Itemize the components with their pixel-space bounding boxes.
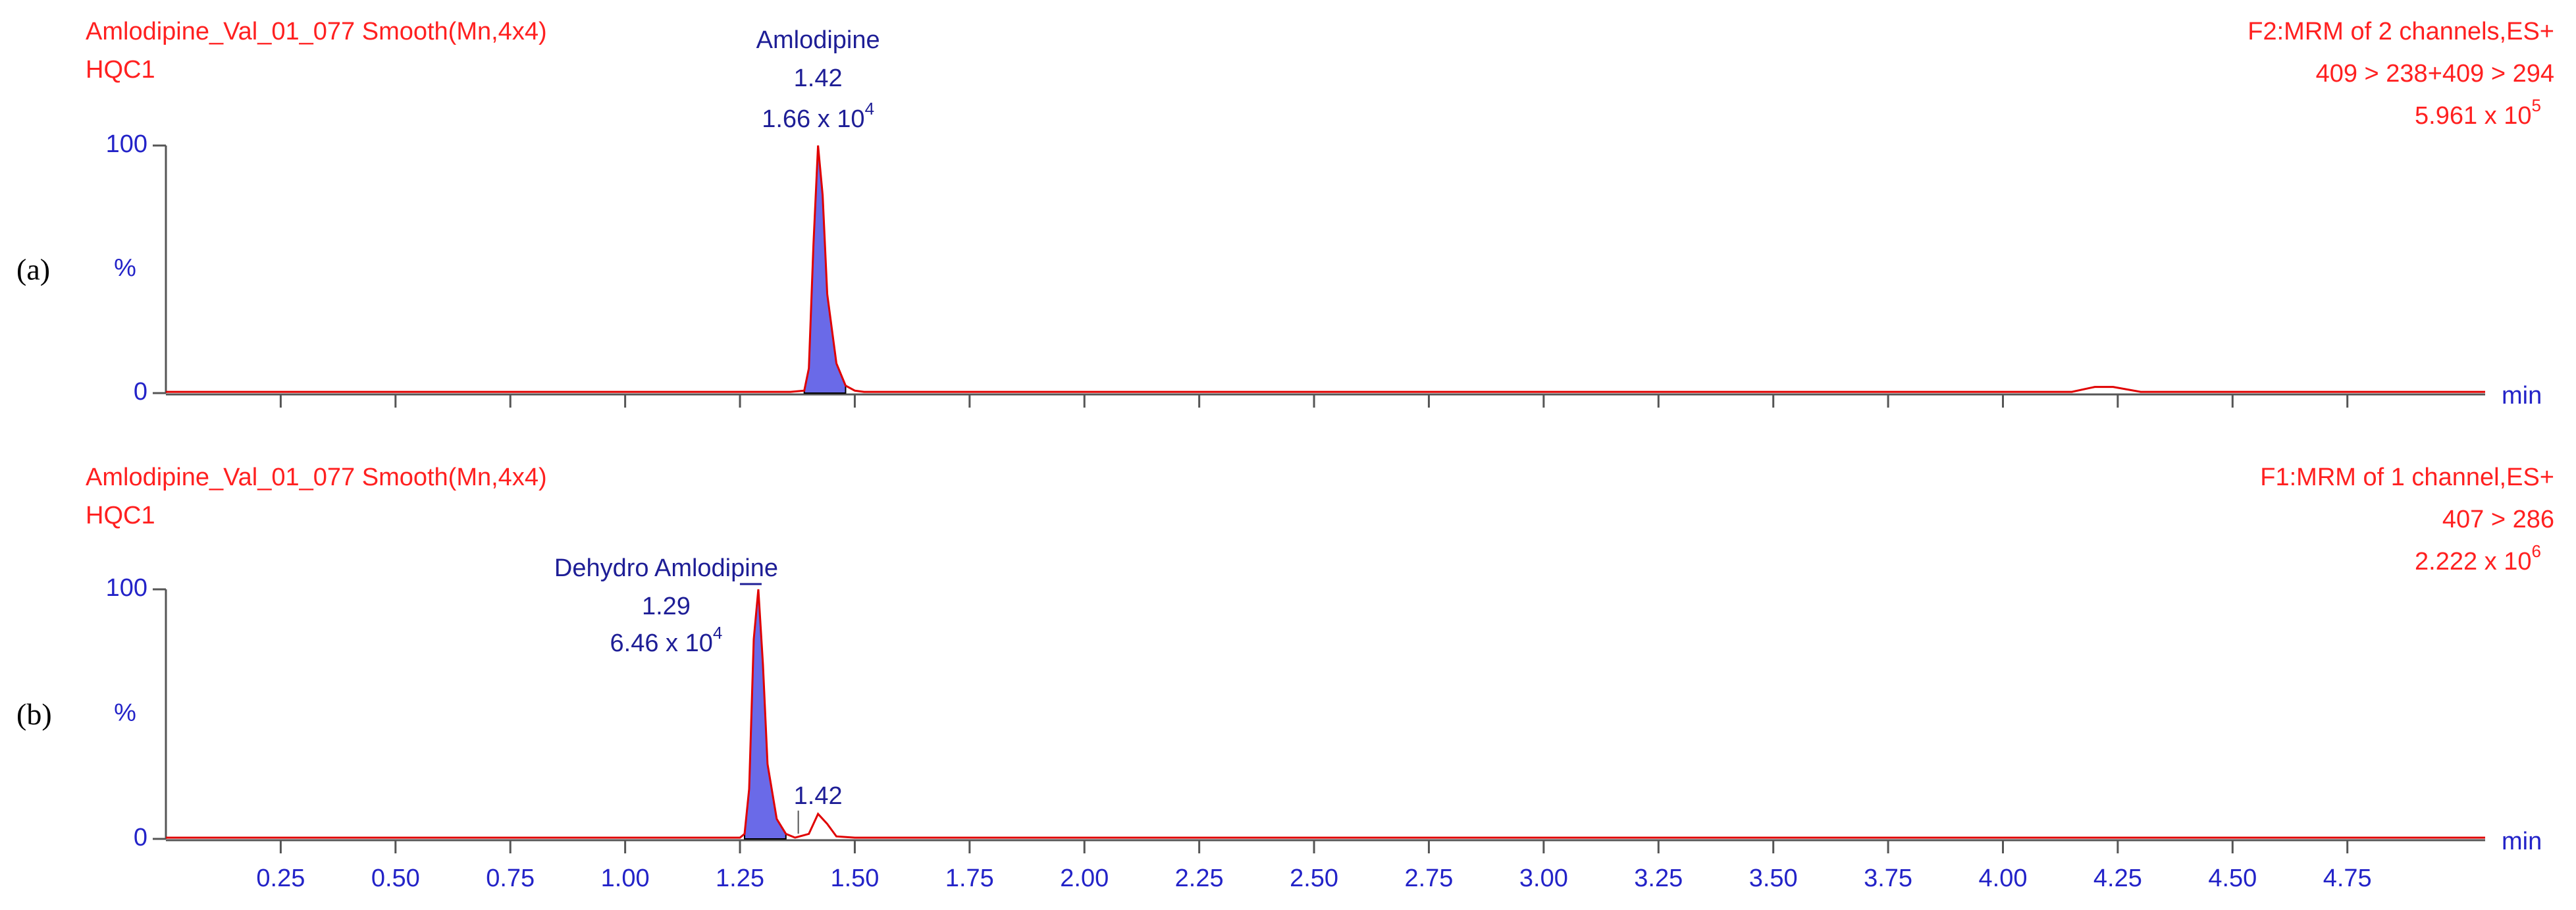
- y-tick-label: 0: [134, 824, 147, 851]
- sample-id: HQC1: [86, 56, 155, 84]
- x-tick-label: 0.75: [486, 865, 535, 892]
- intensity-exponent: 5: [2532, 95, 2541, 115]
- x-tick-label: 4.50: [2208, 865, 2257, 892]
- sample-name: Amlodipine_Val_01_077 Smooth(Mn,4x4): [86, 18, 547, 45]
- intensity-base: 5.961 x 10: [2415, 102, 2531, 130]
- x-tick-label: 2.50: [1290, 865, 1338, 892]
- intensity-base: 2.222 x 10: [2415, 548, 2531, 575]
- transition: 409 > 238+409 > 294: [2316, 60, 2554, 88]
- channel: F1:MRM of 1 channel,ES+: [2260, 464, 2554, 491]
- peak-area: 1.66 x 104: [762, 99, 874, 133]
- x-tick-label: 3.75: [1864, 865, 1912, 892]
- x-axis-label: min: [2502, 828, 2542, 855]
- x-tick-label: 3.25: [1634, 865, 1683, 892]
- peak-area-exponent: 4: [713, 623, 722, 643]
- x-tick-label: 3.00: [1519, 865, 1568, 892]
- transition: 407 > 286: [2442, 506, 2554, 533]
- trace: [166, 145, 2485, 393]
- x-tick-label: 1.50: [830, 865, 879, 892]
- y-tick-label: 0: [134, 378, 147, 406]
- x-tick-label: 4.25: [2093, 865, 2142, 892]
- x-tick-label: 2.00: [1060, 865, 1109, 892]
- x-tick-label: 4.75: [2323, 865, 2372, 892]
- x-tick-label: 3.50: [1749, 865, 1798, 892]
- x-tick-label: 2.25: [1175, 865, 1224, 892]
- peak-area-exponent: 4: [865, 99, 874, 119]
- y-axis-label: %: [114, 699, 136, 727]
- integrated-peak: [803, 145, 847, 394]
- x-tick-label: 2.75: [1404, 865, 1453, 892]
- y-axis-label: %: [114, 254, 136, 282]
- x-tick-label: 1.00: [601, 865, 650, 892]
- y-tick-label: 100: [106, 574, 147, 602]
- peak-name: Amlodipine: [756, 26, 880, 54]
- panel-label: (b): [16, 697, 52, 731]
- intensity-exponent: 6: [2532, 541, 2541, 561]
- x-tick-label: 1.75: [945, 865, 994, 892]
- intensity: 5.961 x 105: [2415, 95, 2541, 130]
- peak-rt: 1.29: [642, 593, 691, 620]
- panel-label: (a): [16, 253, 50, 286]
- x-tick-label: 4.00: [1979, 865, 2028, 892]
- intensity: 2.222 x 106: [2415, 541, 2541, 575]
- peak-area-base: 1.66 x 10: [762, 105, 864, 133]
- x-tick-label: 0.25: [256, 865, 305, 892]
- x-axis-label: min: [2502, 382, 2542, 410]
- channel: F2:MRM of 2 channels,ES+: [2247, 18, 2554, 45]
- trace: [166, 589, 2485, 839]
- sample-name: Amlodipine_Val_01_077 Smooth(Mn,4x4): [86, 464, 547, 491]
- sample-id: HQC1: [86, 502, 155, 529]
- peak-rt: 1.42: [794, 65, 843, 92]
- peak-area: 6.46 x 104: [610, 623, 723, 657]
- x-tick-label: 1.25: [716, 865, 764, 892]
- peak-name: Dehydro Amlodipine: [554, 554, 778, 582]
- y-tick-label: 100: [106, 130, 147, 158]
- x-tick-label: 0.50: [371, 865, 420, 892]
- peak-rt: 1.42: [794, 782, 843, 810]
- peak-area-base: 6.46 x 10: [610, 629, 713, 657]
